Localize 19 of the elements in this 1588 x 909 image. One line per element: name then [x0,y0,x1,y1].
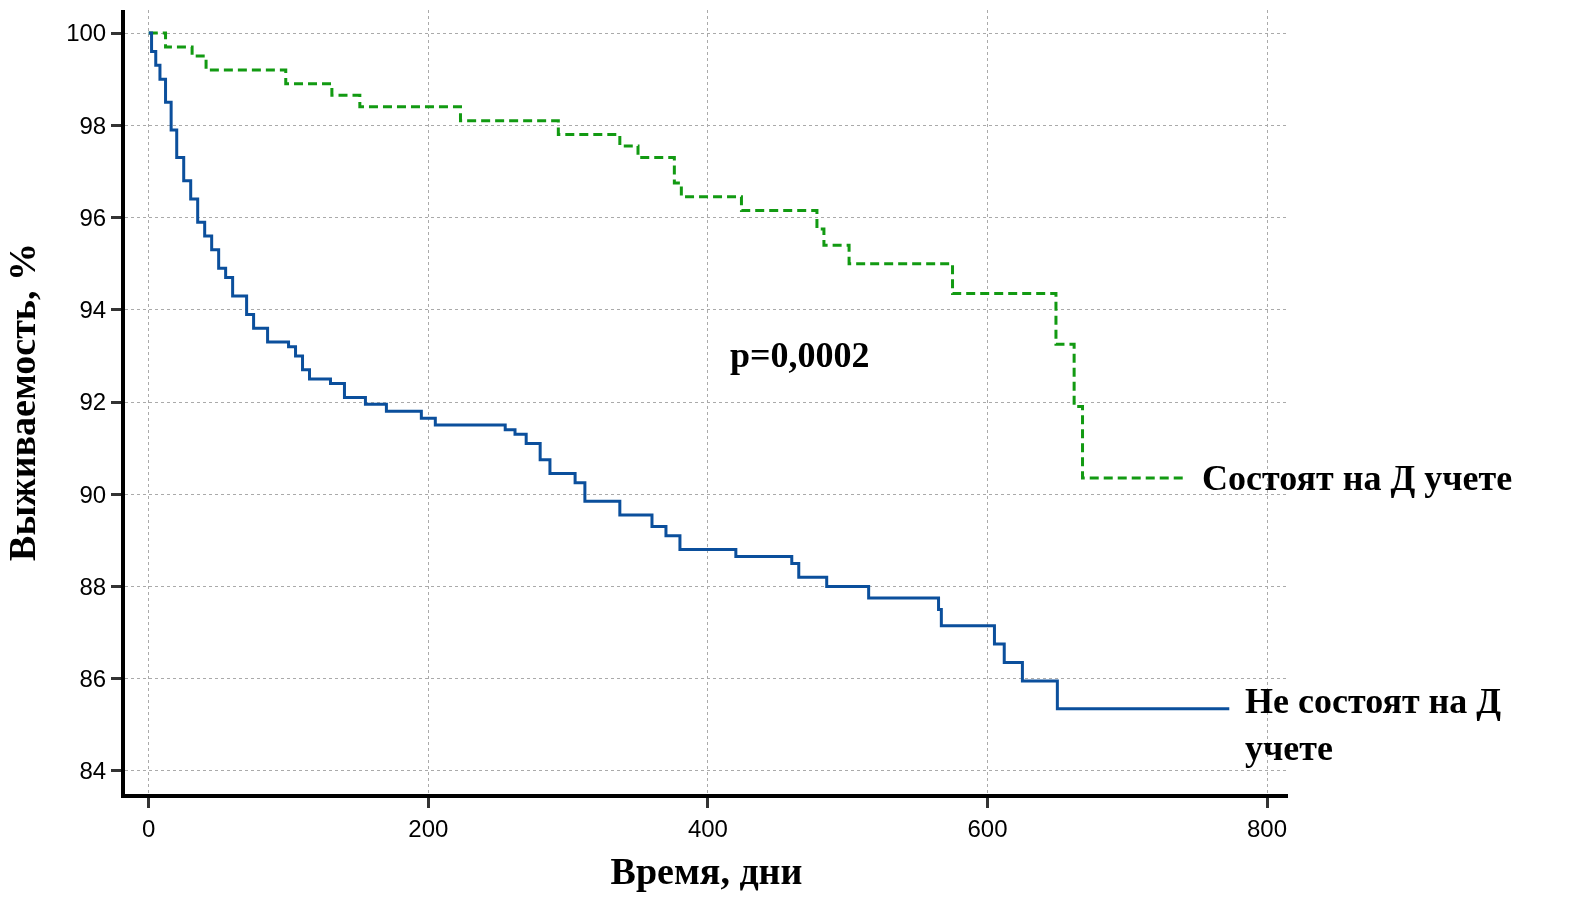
x-tick-label: 0 [142,814,156,842]
x-tick-label: 800 [1247,814,1288,842]
annotation: p=0,0002 [730,335,870,375]
series-label: Не состоят на Д учете [1245,681,1502,768]
y-tick-label: 92 [79,388,107,416]
y-tick-label: 90 [79,480,107,508]
y-tick-label: 100 [66,19,107,47]
y-tick-label: 98 [79,111,107,139]
y-tick-label: 88 [79,572,107,600]
y-tick-label: 96 [79,203,107,231]
x-tick-label: 200 [408,814,449,842]
y-tick-label: 84 [79,757,107,785]
x-tick-label: 400 [687,814,728,842]
y-tick-label: 94 [79,296,107,324]
x-tick-label: 600 [967,814,1008,842]
y-tick-label: 86 [79,665,107,693]
series-label: Состоят на Д учете [1202,458,1513,498]
y-axis-title: Выживаемость, % [0,243,43,561]
x-axis-title: Время, дни [610,850,803,893]
